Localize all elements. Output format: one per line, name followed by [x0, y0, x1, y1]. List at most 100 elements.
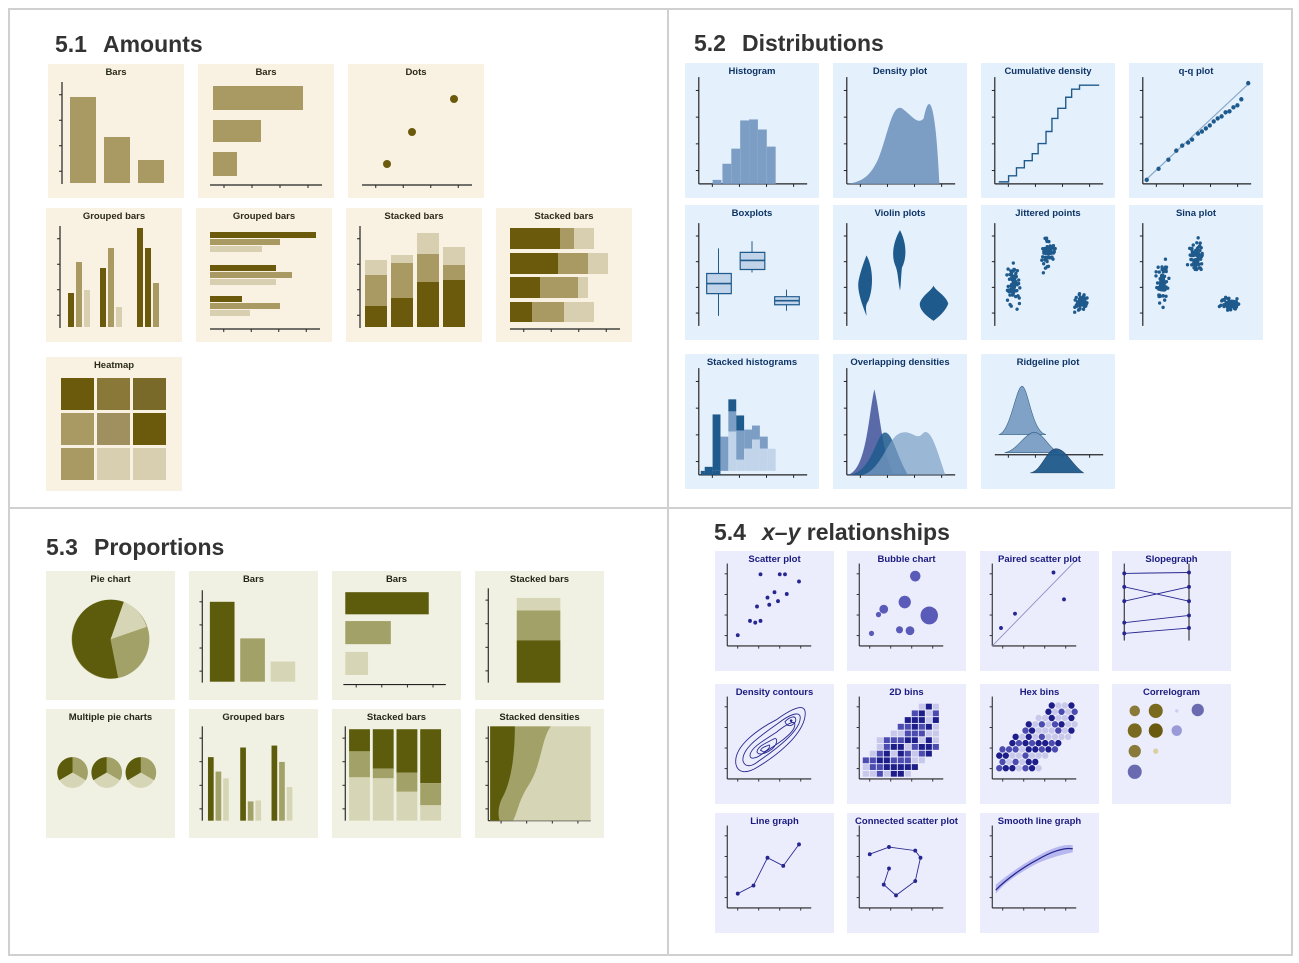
chart-thumbnail-label: Ridgeline plot: [1016, 357, 1080, 368]
point-mark: [1009, 739, 1016, 747]
chart-thumbnail-correlogram: Correlogram: [1112, 684, 1231, 804]
point-mark: [999, 758, 1006, 766]
point-mark: [1198, 266, 1202, 270]
axis-line: [1124, 615, 1190, 624]
bar-mark: [722, 163, 732, 184]
point-mark: [789, 719, 793, 723]
bar-mark: [890, 750, 897, 757]
bar-mark: [70, 97, 96, 183]
point-mark: [1193, 260, 1197, 264]
shape-mark: [72, 599, 124, 679]
point-mark: [1051, 570, 1056, 575]
bar-mark: [391, 263, 413, 298]
point-mark: [1187, 570, 1191, 575]
bar-mark: [759, 448, 768, 471]
bar-mark: [138, 160, 164, 183]
bar-mark: [932, 703, 939, 710]
chart-thumbnail-density-plot: Density plot: [833, 63, 967, 198]
bar-mark: [918, 750, 925, 757]
point-mark: [1187, 584, 1191, 589]
point-mark: [913, 848, 918, 853]
bar-mark: [918, 723, 925, 730]
bar-mark: [757, 129, 767, 184]
bar-mark: [271, 745, 278, 821]
bar-mark: [207, 757, 214, 821]
point-mark: [1010, 269, 1015, 273]
bar-mark: [558, 253, 588, 274]
bar-mark: [210, 232, 316, 238]
point-mark: [1211, 119, 1216, 124]
bar-mark: [61, 413, 94, 445]
section-name: Distributions: [741, 30, 884, 56]
point-mark: [1044, 250, 1048, 254]
point-mark: [1009, 304, 1013, 308]
chart-illustration: [510, 228, 620, 332]
bar-mark: [396, 791, 418, 821]
bar-mark: [210, 239, 280, 245]
horizontal-divider: [8, 507, 1293, 509]
point-mark: [383, 160, 391, 168]
point-mark: [1236, 302, 1240, 307]
point-mark: [1017, 301, 1022, 306]
bar-mark: [890, 737, 897, 744]
point-mark: [1195, 257, 1199, 262]
point-mark: [777, 572, 782, 577]
chart-thumbnail-label: Stacked bars: [509, 574, 570, 585]
bar-mark: [752, 439, 760, 471]
chart-illustration: [695, 368, 808, 478]
point-mark: [1226, 305, 1230, 309]
point-mark: [735, 633, 740, 638]
bar-mark: [420, 783, 442, 806]
point-mark: [784, 592, 789, 596]
chart-thumbnail-label: Stacked bars: [366, 712, 427, 723]
bar-mark: [420, 729, 442, 784]
point-mark: [1025, 721, 1032, 728]
point-mark: [1219, 114, 1224, 119]
point-mark: [797, 842, 801, 847]
bar-mark: [137, 228, 143, 327]
point-mark: [898, 595, 911, 609]
axis-line: [991, 559, 1077, 647]
point-mark: [1047, 239, 1051, 244]
chart-thumbnail-label: Heatmap: [93, 360, 135, 371]
shape-mark: [995, 844, 1073, 894]
point-mark: [1055, 702, 1062, 709]
point-mark: [1157, 270, 1161, 274]
point-mark: [1051, 746, 1059, 753]
shape-mark: [125, 757, 141, 781]
bar-mark: [897, 750, 904, 757]
bar-mark: [516, 597, 561, 611]
point-mark: [1198, 248, 1202, 253]
bar-mark: [417, 254, 439, 282]
point-mark: [1005, 288, 1010, 293]
chart-thumbnail-stacked-bars: Stacked bars: [496, 208, 632, 342]
bar-mark: [345, 592, 429, 615]
point-mark: [1035, 714, 1042, 722]
point-mark: [1015, 288, 1019, 293]
chart-thumbnail-label: Smooth line graph: [997, 816, 1082, 827]
chart-illustration: [724, 696, 812, 782]
point-mark: [1052, 247, 1056, 251]
point-mark: [1161, 305, 1165, 310]
point-mark: [1032, 733, 1039, 741]
chart-thumbnail-label: Violin plots: [874, 208, 926, 219]
section-name: Proportions: [93, 534, 225, 560]
shape-mark: [756, 738, 778, 755]
point-mark: [1229, 301, 1233, 306]
chart-illustration: [856, 825, 944, 911]
chart-illustration: [210, 232, 320, 332]
bar-mark: [897, 744, 904, 750]
point-mark: [1189, 257, 1193, 262]
chart-thumbnail-bars: Bars: [198, 64, 334, 198]
point-mark: [1185, 263, 1190, 267]
point-mark: [1174, 148, 1179, 153]
point-mark: [1231, 105, 1236, 110]
chart-thumbnail-scatter-plot: Scatter plot: [715, 551, 834, 671]
point-mark: [1015, 739, 1023, 747]
section-title-distributions: 5.2 Distributions: [694, 30, 884, 57]
bar-mark: [744, 448, 752, 471]
bar-mark: [736, 415, 745, 431]
bar-mark: [862, 757, 869, 764]
bar-mark: [862, 764, 869, 770]
bar-mark: [516, 610, 561, 641]
